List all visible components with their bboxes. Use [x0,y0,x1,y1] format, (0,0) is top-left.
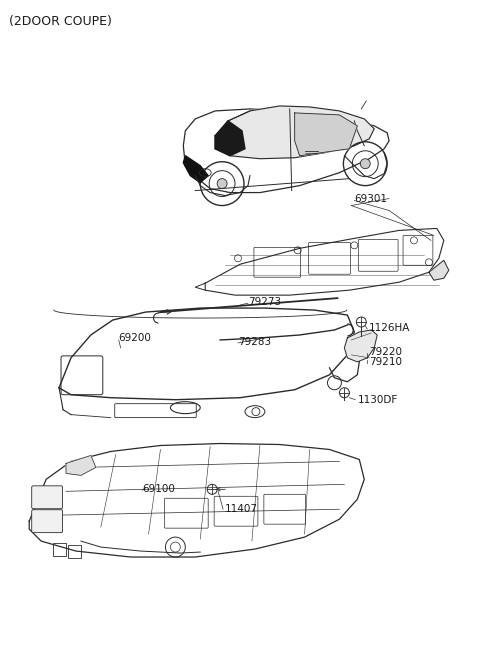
Text: 69100: 69100 [143,484,176,495]
Polygon shape [215,106,374,159]
Polygon shape [295,113,357,155]
Polygon shape [59,308,354,400]
Text: 1130DF: 1130DF [357,395,397,405]
Text: 79283: 79283 [238,337,271,347]
Polygon shape [66,455,96,476]
Polygon shape [183,155,208,182]
Polygon shape [29,443,364,557]
Text: 69301: 69301 [354,194,387,203]
FancyBboxPatch shape [32,510,62,533]
Polygon shape [215,121,245,155]
Text: 11407: 11407 [225,504,258,514]
Polygon shape [344,330,377,362]
Circle shape [217,178,227,188]
Polygon shape [429,260,449,280]
Text: 1126HA: 1126HA [369,323,410,333]
Text: 79273: 79273 [248,297,281,307]
Text: (2DOOR COUPE): (2DOOR COUPE) [9,15,112,28]
Text: 79220: 79220 [369,347,402,357]
Polygon shape [205,228,444,295]
FancyBboxPatch shape [32,486,62,509]
Polygon shape [183,109,389,193]
Text: 69200: 69200 [119,333,152,343]
Text: 79210: 79210 [369,357,402,367]
Circle shape [360,159,370,169]
